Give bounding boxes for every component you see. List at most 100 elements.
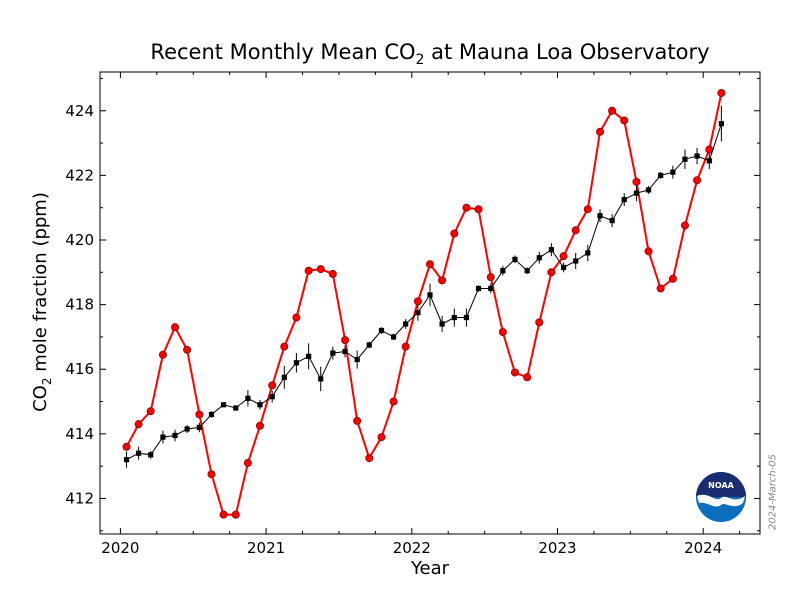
black-data-point [573,258,579,264]
red-data-point [231,510,240,519]
red-data-point [171,323,180,332]
noaa-logo-icon: NOAA [696,472,746,522]
red-data-point [535,318,544,327]
y-tick-label: 420 [65,231,94,249]
red-data-point [474,205,483,214]
red-data-point [523,373,532,382]
black-data-point [245,395,251,401]
red-data-point [377,433,386,442]
black-data-point [718,121,724,127]
y-tick-label: 414 [65,425,94,443]
black-data-point [342,348,348,355]
y-tick-label: 422 [65,166,94,184]
red-data-point [620,116,629,125]
x-tick-label: 2021 [247,539,285,557]
title-suffix: at Mauna Loa Observatory [424,40,710,64]
x-tick-label: 2022 [393,539,431,557]
black-data-point [403,321,409,327]
red-data-point [268,381,277,390]
red-data-point [680,221,689,230]
red-data-point [134,420,143,429]
axes: 2020 2021 2022 2023 2024 412 414 416 418 420 422 42… [65,71,761,557]
black-data-point [318,376,324,382]
black-data-point [269,394,275,400]
red-data-point [389,397,398,406]
red-data-point [510,368,519,377]
black-data-point [645,187,652,193]
title-subscript: 2 [415,52,425,69]
black-data-point [160,434,166,440]
red-data-point [328,269,337,278]
red-data-point [596,127,605,136]
black-data-point [512,256,518,262]
logo-text: NOAA [708,481,734,490]
chart-title: Recent Monthly Mean CO2 at Mauna Loa Obs… [0,40,800,68]
black-data-point [390,334,397,340]
black-data-point [682,156,688,162]
black-data-point [609,218,615,224]
black-data-point [524,268,530,274]
ylabel-subscript: 2 [39,377,54,386]
black-data-point [694,153,700,159]
red-data-point [486,273,495,282]
x-tick-label: 2024 [684,539,722,557]
y-tick-label: 412 [65,489,94,507]
red-data-point [425,260,434,269]
x-tick-label: 2023 [538,539,576,557]
black-data-point [378,327,385,334]
red-data-point [353,416,362,425]
black-data-point [439,321,445,327]
black-data-point [330,350,336,356]
black-data-point [451,314,457,321]
black-data-point [366,342,372,348]
red-data-point [158,350,167,359]
black-data-point [475,285,482,292]
red-data-point [668,274,677,283]
black-data-point [123,457,130,463]
y-tick-label: 416 [65,360,94,378]
black-data-point [536,255,542,261]
red-data-point [243,458,252,467]
red-data-point [583,205,592,214]
red-data-point [438,276,447,285]
black-data-point [597,213,603,219]
black-data-point [585,250,591,256]
black-data-point [196,424,202,430]
black-data-point [354,356,360,363]
black-data-point [463,314,470,321]
red-data-point [450,229,459,238]
red-data-point [632,177,641,186]
red-data-point [571,226,580,235]
red-data-point [341,336,350,345]
red-data-point [207,470,216,479]
black-data-point [415,310,421,316]
red-data-point [195,410,204,419]
red-data-point [559,252,568,261]
red-data-point [316,265,325,274]
red-data-point [413,297,422,306]
black-data-point [184,426,190,432]
black-data-point [488,285,494,292]
series-group [122,89,726,519]
red-data-point [462,203,471,212]
red-data-point [183,345,192,354]
black-data-point [306,353,312,359]
black-data-point [548,247,554,253]
ylabel-suffix: mole fraction (ppm) [30,192,52,378]
date-stamp: 2024-March-05 [767,453,779,531]
red-data-point [498,328,507,337]
red-data-point [644,247,653,256]
black-data-point [500,268,506,274]
red-data-point [122,442,131,451]
black-series-line [126,123,722,461]
red-data-point [280,342,289,351]
black-data-point [427,292,433,298]
black-data-point [136,450,142,456]
y-tick-label: 424 [65,102,94,120]
red-data-point [717,89,726,98]
red-data-point [292,313,301,322]
x-tick-label: 2020 [101,539,139,557]
black-data-point [220,402,227,408]
ylabel-prefix: CO [30,385,52,412]
